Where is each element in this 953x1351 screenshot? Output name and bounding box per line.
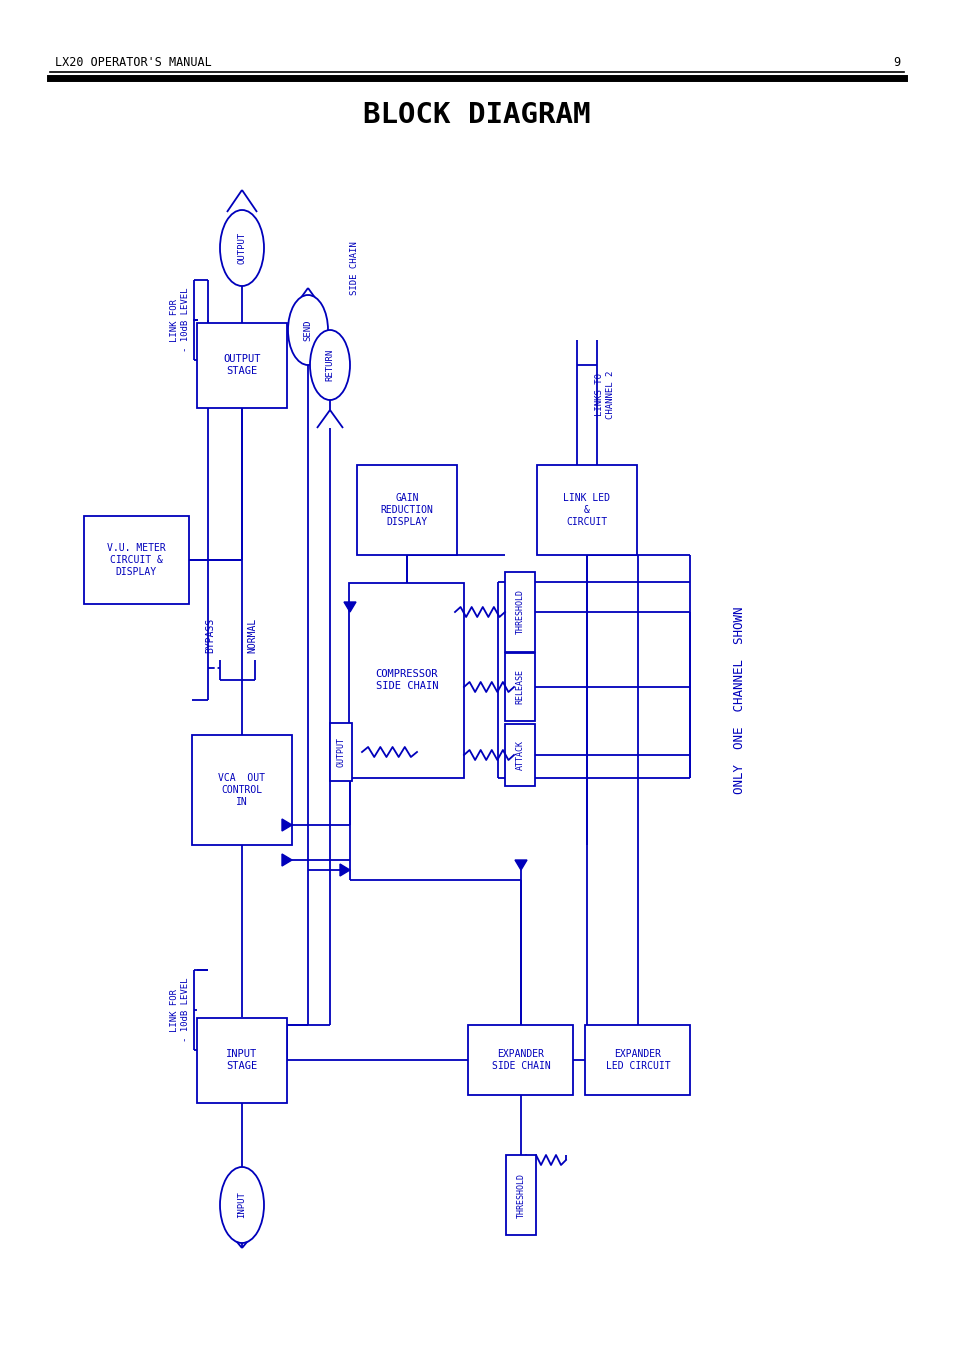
Text: LX20 OPERATOR'S MANUAL: LX20 OPERATOR'S MANUAL	[55, 55, 212, 69]
Bar	[537, 465, 637, 555]
Bar	[330, 723, 352, 781]
Bar	[468, 1025, 573, 1096]
Text: OUTPUT: OUTPUT	[237, 232, 246, 265]
Text: ATTACK: ATTACK	[515, 740, 524, 770]
Bar	[356, 465, 456, 555]
Text: SIDE CHAIN: SIDE CHAIN	[350, 240, 359, 295]
Text: THRESHOLD: THRESHOLD	[516, 1173, 525, 1217]
Text: V.U. METER
CIRCUIT &
DISPLAY: V.U. METER CIRCUIT & DISPLAY	[107, 543, 165, 577]
Bar	[196, 323, 287, 408]
Text: OUTPUT
STAGE: OUTPUT STAGE	[223, 354, 260, 376]
Bar	[585, 1025, 690, 1096]
Bar	[505, 1155, 536, 1235]
Text: ONLY  ONE  CHANNEL  SHOWN: ONLY ONE CHANNEL SHOWN	[733, 607, 745, 794]
Bar	[84, 516, 189, 604]
Bar	[192, 735, 292, 844]
Text: LINK LED
&
CIRCUIT: LINK LED & CIRCUIT	[563, 493, 610, 527]
Text: 9: 9	[892, 55, 899, 69]
Text: THRESHOLD: THRESHOLD	[515, 589, 524, 635]
Bar	[504, 571, 535, 653]
Bar	[504, 653, 535, 721]
Text: BYPASS: BYPASS	[205, 617, 214, 653]
Text: GAIN
REDUCTION
DISPLAY: GAIN REDUCTION DISPLAY	[380, 493, 433, 527]
Text: SEND: SEND	[303, 319, 313, 340]
Ellipse shape	[310, 330, 350, 400]
Text: INPUT: INPUT	[237, 1192, 246, 1219]
Bar	[196, 1017, 287, 1102]
Text: INPUT
STAGE: INPUT STAGE	[226, 1050, 257, 1071]
Text: EXPANDER
SIDE CHAIN: EXPANDER SIDE CHAIN	[491, 1050, 550, 1071]
Text: OUTPUT: OUTPUT	[336, 738, 345, 767]
Text: LINK FOR
- 10dB LEVEL: LINK FOR - 10dB LEVEL	[171, 978, 190, 1042]
Text: VCA  OUT
CONTROL
IN: VCA OUT CONTROL IN	[218, 773, 265, 807]
Bar	[504, 724, 535, 786]
Polygon shape	[282, 819, 292, 831]
Text: RETURN: RETURN	[325, 349, 335, 381]
Text: LINK FOR
- 10dB LEVEL: LINK FOR - 10dB LEVEL	[171, 288, 190, 353]
Text: LINKS TO
CHANNEL 2: LINKS TO CHANNEL 2	[595, 370, 614, 419]
Text: NORMAL: NORMAL	[247, 617, 256, 653]
Ellipse shape	[220, 209, 264, 286]
Ellipse shape	[288, 295, 328, 365]
Text: EXPANDER
LED CIRCUIT: EXPANDER LED CIRCUIT	[605, 1050, 670, 1071]
Bar	[349, 582, 464, 777]
Ellipse shape	[220, 1167, 264, 1243]
Text: RELEASE: RELEASE	[515, 670, 524, 704]
Text: BLOCK DIAGRAM: BLOCK DIAGRAM	[363, 101, 590, 128]
Polygon shape	[339, 865, 350, 875]
Text: COMPRESSOR
SIDE CHAIN: COMPRESSOR SIDE CHAIN	[375, 669, 437, 690]
Polygon shape	[344, 603, 355, 612]
Polygon shape	[515, 861, 526, 870]
Polygon shape	[282, 854, 292, 866]
